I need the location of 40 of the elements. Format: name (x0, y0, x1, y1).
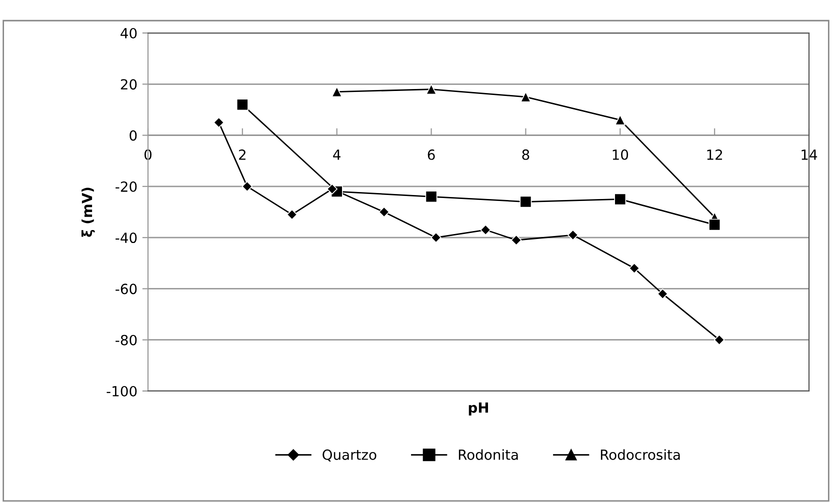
point (332, 86, 342, 98)
point (628, 262, 640, 274)
point (480, 224, 491, 236)
point (426, 84, 437, 95)
point (714, 334, 725, 346)
point (242, 181, 252, 192)
legend-label: Quartzo (322, 449, 376, 462)
y-tick-label: -60 (116, 284, 137, 294)
point (286, 209, 298, 220)
y-tick-label: 40 (120, 28, 137, 38)
point (614, 114, 626, 126)
y-tick-label: -80 (116, 334, 137, 346)
y-axis-title: ξ (mV) (82, 188, 95, 237)
x-tick-label: 12 (707, 149, 722, 160)
point (520, 196, 532, 208)
point (236, 98, 248, 111)
x-tick-label: 4 (333, 150, 340, 160)
point (568, 230, 578, 240)
x-tick-label: 6 (428, 149, 435, 160)
point (614, 193, 626, 206)
point (326, 184, 338, 194)
x-axis-title: pH (468, 402, 488, 416)
y-tick-label: 0 (130, 130, 137, 141)
legend-label: Rodocrosita (600, 449, 680, 460)
x-tick-label: 2 (239, 149, 246, 160)
point (708, 218, 721, 231)
x-tick-label: 10 (612, 149, 628, 160)
point (657, 288, 668, 300)
point (510, 234, 522, 246)
y-tick-label: -20 (116, 181, 137, 192)
point (520, 92, 531, 102)
legend-label: Rodonita (458, 449, 518, 460)
y-tick-label: -40 (116, 232, 137, 244)
point (425, 190, 438, 203)
y-tick-label: -100 (106, 386, 137, 396)
point (378, 206, 390, 218)
point (213, 117, 224, 128)
point (430, 232, 442, 243)
y-tick-label: 20 (120, 79, 137, 90)
x-tick-label: 8 (522, 149, 530, 160)
